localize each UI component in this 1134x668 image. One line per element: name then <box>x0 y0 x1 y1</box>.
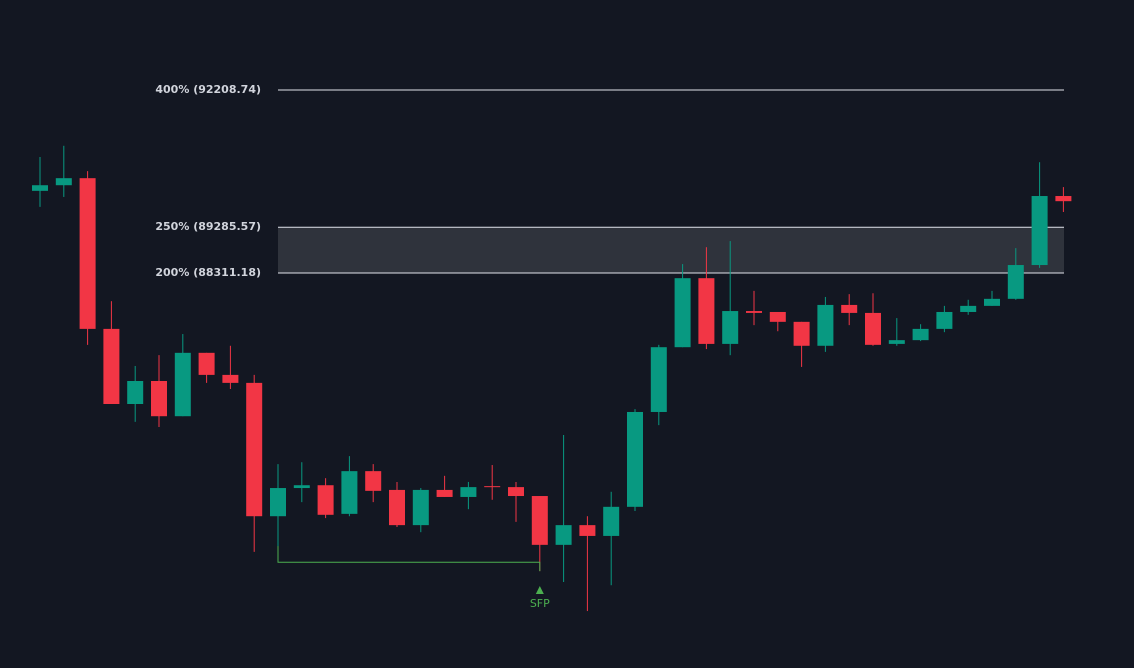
fib-label: 250% (89285.57) <box>155 220 261 233</box>
candle-body <box>127 380 144 405</box>
candle-body <box>103 328 120 405</box>
candle-body <box>174 352 191 417</box>
candle-body <box>936 311 953 329</box>
fib-zone <box>278 227 1064 273</box>
candle-body <box>841 304 858 313</box>
candle-body <box>198 352 215 375</box>
candle-body <box>151 380 167 417</box>
candle-body <box>960 305 977 312</box>
candle-body <box>55 178 72 186</box>
candle-body <box>32 185 48 191</box>
candle-body <box>650 347 667 412</box>
candle-body <box>888 340 905 344</box>
candle-body <box>79 178 96 329</box>
candle-body <box>341 471 358 514</box>
candle-body <box>627 411 643 507</box>
sfp-label: SFP <box>530 597 550 610</box>
candle-body <box>603 506 620 536</box>
candle-body <box>1007 265 1024 299</box>
candle-body <box>793 321 810 346</box>
candle-body <box>460 487 477 497</box>
candle-body <box>746 311 762 313</box>
fib-label: 400% (92208.74) <box>155 83 261 96</box>
candle-body <box>412 489 429 526</box>
candle-body <box>579 525 596 536</box>
candle-body <box>508 487 524 497</box>
candle-body <box>984 298 1000 306</box>
candle-body <box>531 496 548 545</box>
candle-body <box>674 278 691 348</box>
candle-body <box>436 489 453 497</box>
candle-body <box>317 485 334 515</box>
candle-body <box>769 311 786 322</box>
candle-body <box>222 374 239 383</box>
candle-body <box>698 278 715 344</box>
sfp-line <box>277 546 541 572</box>
candle-body <box>1055 196 1072 202</box>
candle-body <box>722 311 739 344</box>
candle-body <box>270 488 286 517</box>
fib-label: 200% (88311.18) <box>155 266 261 279</box>
candle-body <box>817 304 834 346</box>
candle-body <box>555 525 572 545</box>
candle-body <box>365 471 382 491</box>
candle-body <box>1031 196 1048 266</box>
candle-body <box>389 489 405 526</box>
candle-body <box>484 486 501 488</box>
sfp-arrow <box>535 586 544 594</box>
candle-body <box>912 328 929 341</box>
candle-body <box>246 382 263 517</box>
candle-body <box>865 312 881 345</box>
candle-body <box>293 485 310 489</box>
